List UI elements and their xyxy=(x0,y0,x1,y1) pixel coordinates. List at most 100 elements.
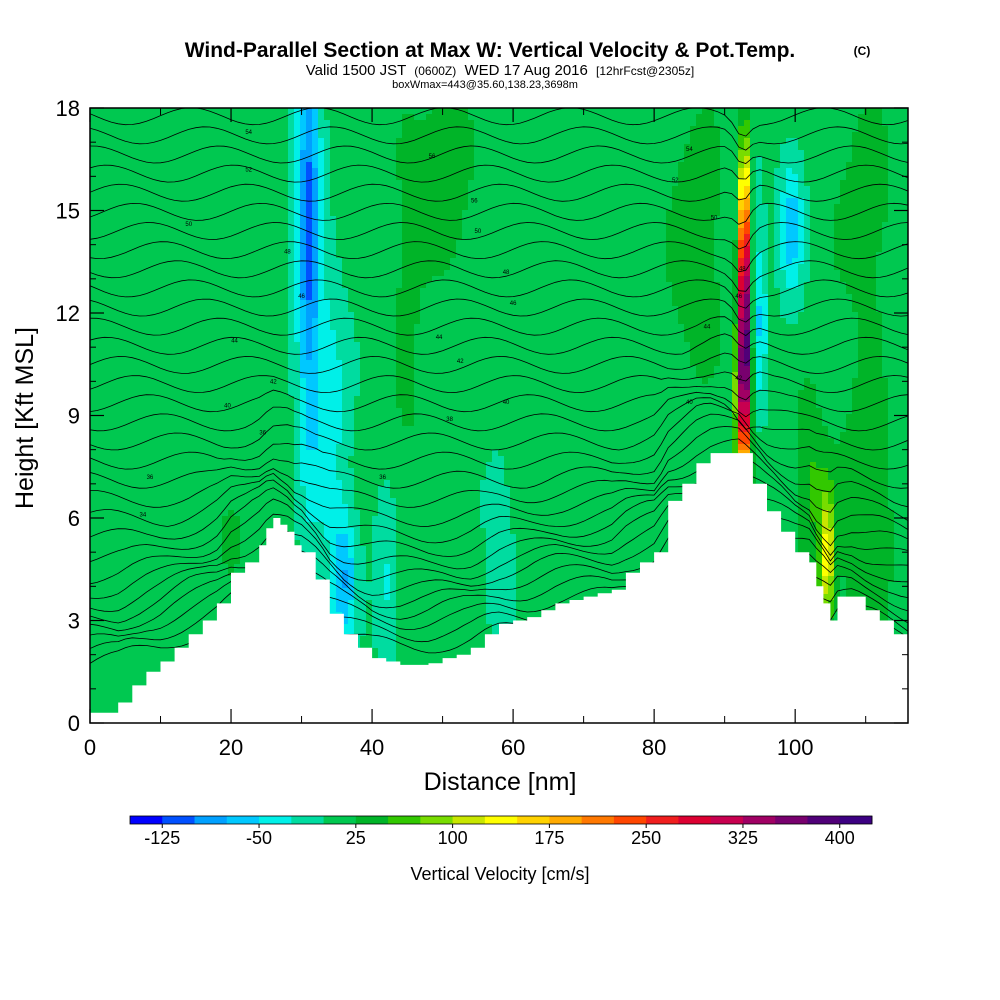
velocity-cell xyxy=(330,264,337,271)
velocity-cell xyxy=(120,240,127,247)
velocity-cell xyxy=(372,450,379,457)
velocity-cell xyxy=(330,402,337,409)
velocity-cell xyxy=(222,282,229,289)
velocity-cell xyxy=(342,126,349,133)
velocity-cell xyxy=(336,108,343,115)
velocity-cell xyxy=(324,198,331,205)
velocity-cell xyxy=(300,462,307,469)
velocity-cell xyxy=(240,204,247,211)
velocity-cell xyxy=(360,528,367,535)
velocity-cell xyxy=(198,234,205,241)
velocity-cell xyxy=(330,162,337,169)
velocity-cell xyxy=(156,600,163,607)
velocity-cell xyxy=(120,168,127,175)
velocity-cell xyxy=(282,162,289,169)
velocity-cell xyxy=(252,414,259,421)
velocity-cell xyxy=(108,150,115,157)
velocity-cell xyxy=(276,150,283,157)
velocity-cell xyxy=(210,324,217,331)
velocity-cell xyxy=(108,510,115,517)
velocity-cell xyxy=(150,318,157,325)
velocity-cell xyxy=(186,630,193,637)
velocity-cell xyxy=(132,414,139,421)
velocity-cell xyxy=(114,354,121,361)
velocity-cell xyxy=(174,180,181,187)
velocity-cell xyxy=(180,594,187,601)
velocity-cell xyxy=(318,120,325,127)
velocity-cell xyxy=(294,384,301,391)
velocity-cell xyxy=(168,216,175,223)
velocity-cell xyxy=(348,210,355,217)
velocity-cell xyxy=(174,480,181,487)
velocity-cell xyxy=(282,384,289,391)
velocity-cell xyxy=(222,348,229,355)
velocity-cell xyxy=(168,120,175,127)
velocity-cell xyxy=(228,468,235,475)
velocity-cell xyxy=(336,606,343,613)
velocity-cell xyxy=(300,480,307,487)
velocity-cell xyxy=(210,186,217,193)
velocity-cell xyxy=(150,216,157,223)
velocity-cell xyxy=(210,108,217,115)
velocity-cell xyxy=(348,450,355,457)
velocity-cell xyxy=(108,324,115,331)
velocity-cell xyxy=(192,480,199,487)
velocity-cell xyxy=(162,288,169,295)
velocity-cell xyxy=(288,282,295,289)
velocity-cell xyxy=(144,210,151,217)
velocity-cell xyxy=(318,150,325,157)
velocity-cell xyxy=(150,558,157,565)
velocity-cell xyxy=(264,162,271,169)
velocity-cell xyxy=(324,132,331,139)
velocity-cell xyxy=(366,126,373,133)
velocity-cell xyxy=(324,336,331,343)
velocity-cell xyxy=(180,612,187,619)
velocity-cell xyxy=(126,642,133,649)
velocity-cell xyxy=(138,408,145,415)
velocity-cell xyxy=(312,270,319,277)
velocity-cell xyxy=(282,366,289,373)
velocity-cell xyxy=(312,456,319,463)
velocity-cell xyxy=(336,270,343,277)
velocity-cell xyxy=(198,132,205,139)
velocity-cell xyxy=(198,342,205,349)
velocity-cell xyxy=(270,246,277,253)
velocity-cell xyxy=(318,468,325,475)
velocity-cell xyxy=(102,318,109,325)
velocity-cell xyxy=(162,426,169,433)
velocity-cell xyxy=(324,558,331,565)
velocity-cell xyxy=(306,144,313,151)
velocity-cell xyxy=(378,330,385,337)
velocity-cell xyxy=(246,504,253,511)
velocity-cell xyxy=(162,276,169,283)
velocity-cell xyxy=(366,606,373,613)
velocity-cell xyxy=(120,690,127,697)
velocity-cell xyxy=(138,198,145,205)
velocity-cell xyxy=(312,474,319,481)
velocity-cell xyxy=(162,606,169,613)
velocity-cell xyxy=(300,300,307,307)
velocity-cell xyxy=(102,636,109,643)
velocity-cell xyxy=(360,366,367,373)
velocity-cell xyxy=(90,504,97,511)
velocity-cell xyxy=(240,198,247,205)
velocity-cell xyxy=(300,174,307,181)
velocity-cell xyxy=(210,450,217,457)
velocity-cell xyxy=(174,276,181,283)
velocity-cell xyxy=(150,666,157,673)
velocity-cell xyxy=(162,198,169,205)
velocity-cell xyxy=(174,174,181,181)
velocity-cell xyxy=(114,660,121,667)
velocity-cell xyxy=(312,222,319,229)
velocity-cell xyxy=(276,258,283,265)
velocity-cell xyxy=(288,306,295,313)
velocity-cell xyxy=(90,474,97,481)
velocity-cell xyxy=(318,336,325,343)
velocity-cell xyxy=(354,336,361,343)
velocity-cell xyxy=(216,222,223,229)
velocity-cell xyxy=(366,426,373,433)
velocity-cell xyxy=(366,498,373,505)
velocity-cell xyxy=(276,240,283,247)
velocity-cell xyxy=(288,180,295,187)
velocity-cell xyxy=(192,312,199,319)
